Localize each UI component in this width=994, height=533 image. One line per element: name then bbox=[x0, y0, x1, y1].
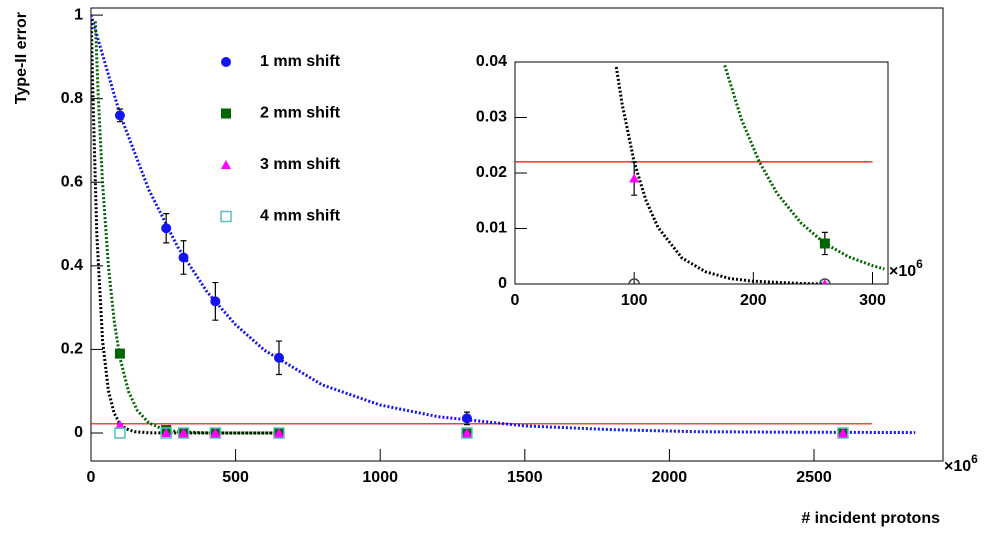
plot-frame bbox=[514, 61, 889, 285]
x-tick-label: 100 bbox=[621, 292, 648, 309]
x-multiplier: ×106 bbox=[889, 257, 923, 280]
point bbox=[177, 427, 190, 439]
x-tick-label: 0 bbox=[87, 469, 96, 486]
multiplier-base: ×10 bbox=[889, 263, 916, 280]
legend-marker bbox=[221, 160, 231, 169]
point bbox=[837, 428, 848, 438]
x-axis-label: # incident protons bbox=[801, 510, 940, 527]
y-tick-label: 0.6 bbox=[61, 173, 83, 190]
point bbox=[461, 413, 472, 424]
y-tick-label: 0.2 bbox=[61, 341, 83, 358]
y-tick-label: 0.01 bbox=[476, 220, 507, 237]
point bbox=[178, 252, 189, 263]
x-tick-label: 1500 bbox=[507, 469, 543, 486]
legend-label: 4 mm shift bbox=[260, 208, 341, 225]
point bbox=[160, 427, 172, 439]
y-tick-label: 1 bbox=[74, 6, 83, 23]
point bbox=[114, 420, 125, 430]
point bbox=[461, 428, 472, 438]
y-tick-label: 0.02 bbox=[476, 164, 507, 181]
point bbox=[114, 110, 125, 121]
point bbox=[837, 427, 849, 439]
point bbox=[273, 427, 285, 439]
x-tick-label: 500 bbox=[222, 469, 249, 486]
x-tick-label: 300 bbox=[859, 292, 886, 309]
point bbox=[114, 348, 125, 359]
multiplier-base: ×10 bbox=[944, 458, 971, 475]
point bbox=[461, 427, 473, 439]
fit-curve bbox=[614, 66, 825, 284]
multiplier-exponent: 6 bbox=[916, 257, 923, 271]
x-multiplier: ×106 bbox=[944, 452, 978, 475]
x-tick-label: 200 bbox=[740, 292, 767, 309]
y-tick-label: 0.8 bbox=[61, 90, 83, 107]
legend-label: 3 mm shift bbox=[260, 156, 341, 173]
point bbox=[273, 352, 284, 363]
point bbox=[822, 279, 828, 284]
point bbox=[628, 278, 640, 284]
point bbox=[629, 173, 640, 183]
point bbox=[819, 238, 830, 249]
point bbox=[114, 427, 126, 439]
point bbox=[209, 427, 222, 439]
point bbox=[210, 296, 221, 307]
multiplier-exponent: 6 bbox=[971, 452, 978, 466]
x-tick-label: 2500 bbox=[796, 469, 832, 486]
point bbox=[161, 428, 172, 438]
plot-area bbox=[515, 64, 885, 284]
x-tick-label: 0 bbox=[511, 292, 520, 309]
x-tick-label: 1000 bbox=[362, 469, 398, 486]
y-tick-label: 0 bbox=[498, 275, 507, 292]
fit-curve bbox=[723, 64, 885, 271]
point bbox=[210, 428, 221, 438]
plot-area bbox=[91, 14, 916, 439]
fit-curve bbox=[91, 14, 916, 435]
legend-marker bbox=[220, 210, 232, 223]
y-tick-label: 0.4 bbox=[61, 257, 83, 274]
y-tick-label: 0.04 bbox=[476, 53, 507, 70]
legend-label: 1 mm shift bbox=[260, 53, 341, 70]
y-axis-label: Type-II error bbox=[13, 12, 30, 104]
y-tick-label: 0.03 bbox=[476, 109, 507, 126]
point bbox=[273, 428, 284, 438]
fit-curve bbox=[93, 21, 279, 435]
y-tick-label: 0 bbox=[74, 424, 83, 441]
x-tick-label: 2000 bbox=[652, 469, 688, 486]
point bbox=[178, 428, 189, 438]
point bbox=[161, 223, 172, 234]
legend-marker bbox=[221, 57, 231, 67]
legend-label: 2 mm shift bbox=[260, 105, 341, 122]
legend-marker bbox=[221, 108, 231, 119]
